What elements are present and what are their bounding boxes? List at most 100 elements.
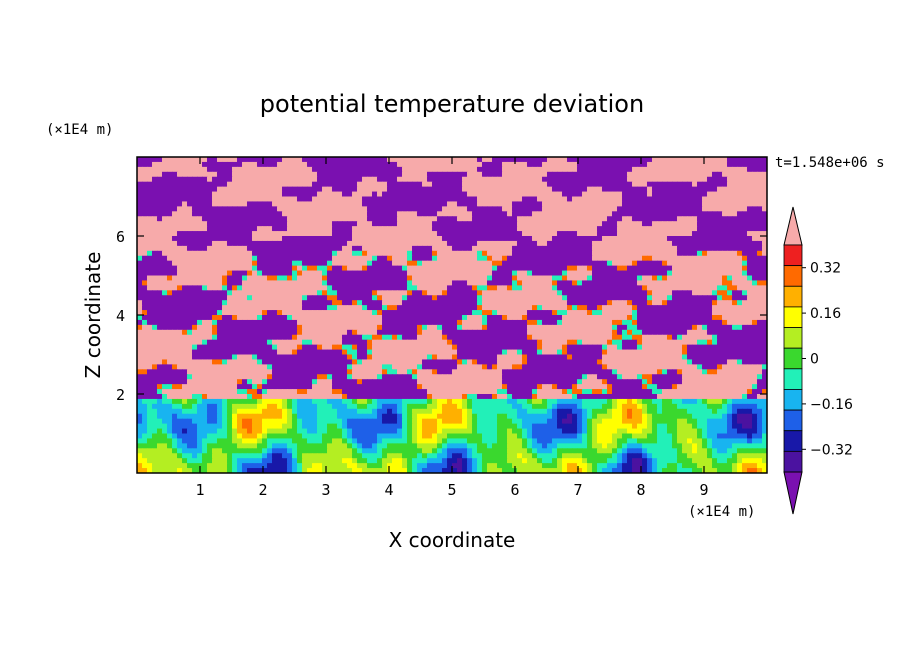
field-cell [142,176,148,183]
field-cell [297,305,303,311]
field-cell [582,245,588,252]
field-cell [557,201,563,207]
field-cell [352,280,358,286]
field-cell [752,285,758,291]
field-cell [557,250,563,257]
field-cell [657,211,663,217]
field-cell [277,171,283,178]
field-cell [557,315,563,321]
field-cell [587,196,593,203]
field-cell [282,196,288,203]
field-cell [527,161,533,168]
field-cell [197,226,203,232]
field-cell [627,201,633,207]
field-cell [452,329,458,336]
field-cell [442,245,448,252]
field-cell [657,339,663,346]
field-cell [202,310,208,316]
field-cell [527,315,533,321]
field-cell [207,161,213,168]
field-cell [402,196,408,203]
field-cell [447,206,453,212]
field-cell [407,166,413,173]
field-cell [462,191,468,198]
field-cell [722,329,728,336]
field-cell [707,166,713,173]
field-cell [472,305,478,311]
field-cell [432,186,438,193]
field-cell [222,245,228,252]
field-cell [207,315,213,321]
field-cell [617,161,623,168]
field-cell [707,206,713,212]
field-cell [602,290,608,296]
field-cell [192,315,198,321]
field-cell [692,285,698,291]
field-cell [607,231,613,237]
field-cell [617,231,623,237]
field-cell [242,290,248,296]
field-cell [352,290,358,296]
field-cell [297,191,303,198]
field-cell [312,275,318,282]
field-cell [247,300,253,306]
field-cell [222,344,228,351]
field-cell [347,206,353,212]
field-cell [372,290,378,296]
field-cell [622,181,628,188]
field-cell [372,344,378,351]
field-cell [717,221,723,227]
field-cell [752,265,758,272]
field-cell [562,275,568,282]
field-cell [582,181,588,188]
field-cell [377,157,383,163]
field-cell [372,270,378,277]
field-cell [427,265,433,272]
field-cell [647,305,653,311]
field-cell [172,315,178,321]
field-cell [317,176,323,183]
field-cell [717,236,723,242]
field-cell [667,305,673,311]
field-cell [357,221,363,227]
field-cell [152,349,158,356]
field-cell [187,201,193,207]
field-cell [357,250,363,257]
field-cell [397,290,403,296]
field-cell [612,250,618,257]
field-cell [427,161,433,168]
field-cell [297,334,303,341]
field-cell [757,280,763,286]
field-cell [577,161,583,168]
field-cell [242,201,248,207]
field-cell [722,196,728,203]
field-cell [682,226,688,232]
field-cell [622,310,628,316]
field-cell [452,236,458,242]
field-cell [142,221,148,227]
field-cell [262,260,268,267]
field-cell [512,240,518,247]
field-cell [482,275,488,282]
field-cell [312,236,318,242]
field-cell [497,305,503,311]
field-cell [332,275,338,282]
field-cell [457,166,463,173]
field-cell [762,221,767,227]
field-cell [237,181,243,188]
field-cell [672,295,678,301]
field-cell [292,319,298,326]
field-cell [537,329,543,336]
field-cell [487,240,493,247]
field-cell [737,191,743,198]
field-cell [662,285,668,291]
field-cell [707,186,713,193]
field-cell [417,310,423,316]
field-cell [602,186,608,193]
field-cell [232,201,238,207]
field-cell [192,349,198,356]
field-cell [437,319,443,326]
field-cell [717,186,723,193]
field-cell [497,255,503,262]
field-cell [147,290,153,296]
